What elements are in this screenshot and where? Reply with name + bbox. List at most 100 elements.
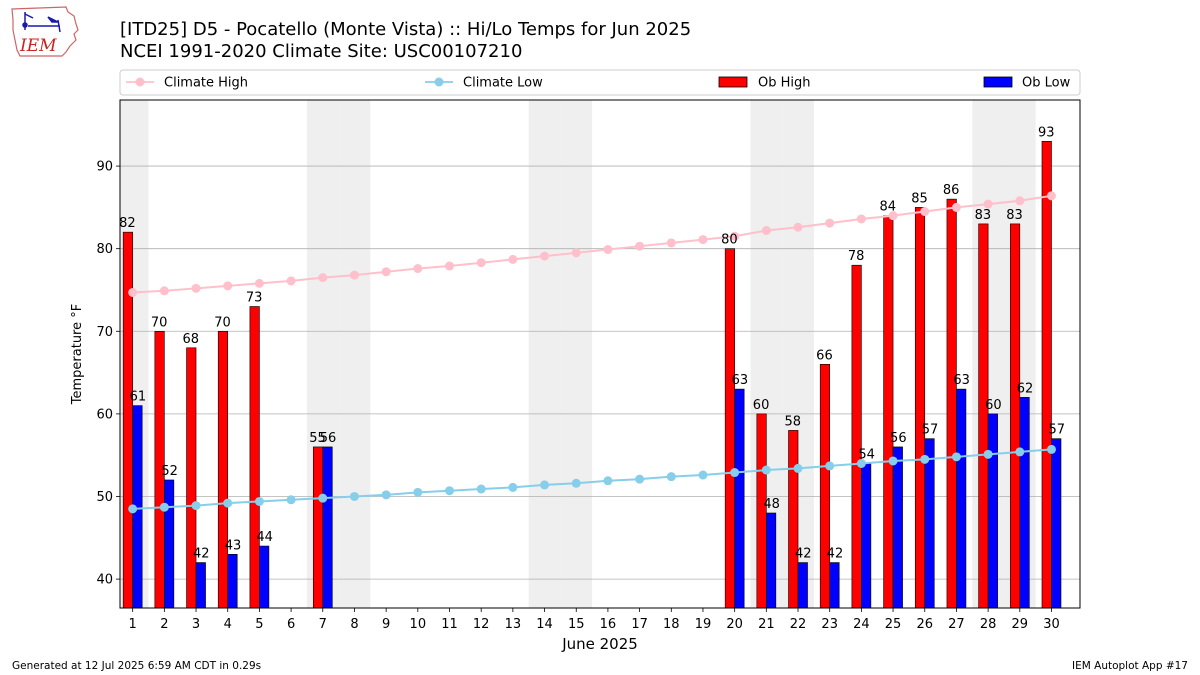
climate-low-point-day-7 [318,493,328,503]
ob-high-label-day-28: 83 [975,208,992,223]
climate-high-point-day-10 [413,264,423,274]
ob-high-label-day-25: 84 [880,200,897,215]
chart-subtitle: NCEI 1991-2020 Climate Site: USC00107210 [120,41,522,62]
x-tick-label: 1 [129,617,137,632]
ob-high-label-day-24: 78 [848,249,865,264]
y-tick-label: 40 [96,573,113,588]
ob-low-label-day-3: 42 [193,547,210,562]
ob-low-bar-day-24 [861,463,872,609]
ob-high-label-day-23: 66 [816,348,833,363]
ob-low-bar-day-4 [227,554,238,609]
ob-high-label-day-29: 83 [1006,208,1023,223]
legend-ob-low-swatch [983,76,1013,88]
ob-high-bar-day-23 [819,364,831,609]
ob-low-label-day-23: 42 [827,547,844,562]
climate-low-point-day-22 [793,463,803,473]
grid-lines [120,165,1080,580]
ob-low-bar-day-23 [829,562,840,609]
ob-low-label-day-22: 42 [795,547,812,562]
climate-high-point-day-27 [951,202,961,212]
ob-low-label-day-25: 56 [890,431,907,446]
x-tick-label: 13 [505,617,522,632]
climate-low-point-day-23 [825,461,835,471]
x-tick-label: 27 [948,617,965,632]
ob-high-label-day-21: 60 [753,398,770,413]
climate-high-point-day-14 [540,251,550,261]
x-tick-label: 23 [821,617,838,632]
climate-high-point-day-21 [761,226,771,236]
climate-low-point-day-14 [540,480,550,490]
climate-high-point-day-5 [254,278,264,288]
climate-lines [128,191,1056,514]
climate-low-point-day-19 [698,470,708,480]
x-tick-label: 11 [441,617,458,632]
legend-item-climate-high: Climate High [126,76,248,91]
legend-climate-high-marker [135,77,145,87]
y-tick-label: 50 [96,490,113,505]
ob-low-bar-day-29 [1019,397,1030,609]
legend-ob-low-label: Ob Low [1022,76,1071,91]
ob-high-bar-day-22 [788,430,799,609]
x-axis-label: June 2025 [561,635,638,653]
x-tick-label: 5 [255,617,263,632]
climate-high-point-day-23 [825,218,835,228]
ob-high-label-day-5: 73 [246,291,263,306]
ob-low-bar-day-7 [322,446,333,609]
climate-high-point-day-3 [191,283,201,293]
x-tick-label: 20 [726,617,743,632]
ob-low-bar-day-28 [987,413,998,609]
climate-high-point-day-9 [381,267,391,277]
ob-low-label-day-20: 63 [732,373,749,388]
x-tick-label: 21 [758,617,775,632]
ob-high-label-day-7: 55 [309,431,326,446]
x-tick-label: 17 [631,617,648,632]
ob-low-label-day-4: 43 [225,538,242,553]
climate-low-point-day-2 [159,502,169,512]
x-tick-label: 18 [663,617,680,632]
climate-high-point-day-18 [666,238,676,248]
y-tick-label: 80 [96,242,113,257]
weather-station-icon [22,12,61,33]
bars [122,141,1062,609]
climate-low-point-day-17 [635,474,645,484]
legend-climate-low-marker [434,77,444,87]
legend-frame [119,69,1081,96]
climate-high-point-day-20 [730,231,740,241]
climate-high-point-day-6 [286,276,296,286]
ob-high-bar-day-24 [851,264,862,609]
x-tick-label: 19 [695,617,712,632]
climate-low-point-day-16 [603,476,613,486]
ob-high-bar-day-28 [978,223,989,609]
climate-low-point-day-3 [191,501,201,511]
climate-low-point-day-25 [888,456,898,466]
climate-high-point-day-2 [159,286,169,296]
climate-high-line [132,194,1052,294]
x-tick-label: 28 [980,617,997,632]
y-axis: 40 50 60 70 80 90 [96,160,120,588]
ob-low-bar-day-27 [956,388,967,609]
climate-high-point-day-24 [856,214,866,224]
x-tick-label: 30 [1043,617,1060,632]
legend-climate-high-label: Climate High [164,76,248,91]
x-tick-label: 29 [1012,617,1029,632]
ob-low-bar-day-21 [766,512,777,609]
ob-high-label-day-3: 68 [183,332,200,347]
ob-low-bar-day-22 [797,562,808,609]
logo-text: IEM [19,36,57,56]
ob-low-bar-day-5 [259,545,270,609]
y-axis-label: Temperature °F [70,304,85,405]
ob-low-label-day-28: 60 [985,398,1002,413]
iowa-outline-icon [11,6,79,57]
ob-high-label-day-22: 58 [784,414,801,429]
ob-high-label-day-20: 80 [721,233,738,248]
climate-low-point-day-21 [761,465,771,475]
x-tick-label: 7 [319,617,327,632]
ob-high-bar-day-4 [217,330,229,609]
ob-low-bar-day-3 [195,562,206,609]
ob-high-bar-day-27 [946,198,957,609]
ob-low-label-day-2: 52 [161,464,178,479]
y-tick-label: 70 [96,325,113,340]
ob-low-label-day-24: 54 [858,447,875,462]
ob-low-label-day-1: 61 [130,390,147,405]
weekend-band-day-14 [528,100,561,608]
